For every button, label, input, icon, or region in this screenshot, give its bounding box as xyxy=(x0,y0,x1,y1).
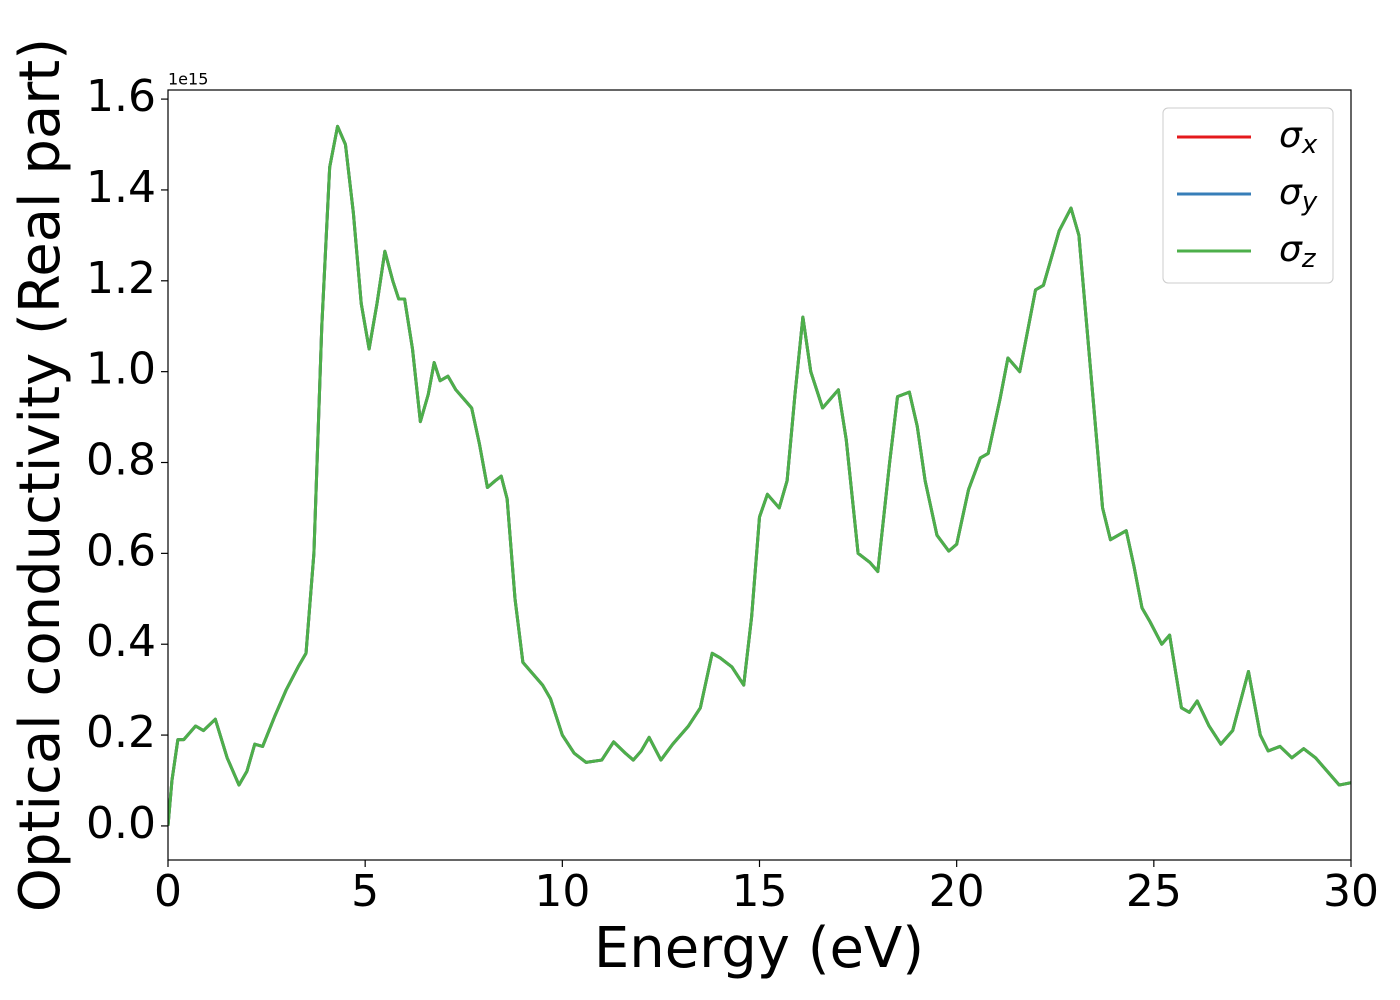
x-tick-label: 20 xyxy=(929,866,985,917)
plot-frame xyxy=(167,89,1352,861)
y-tick-label: 1.6 xyxy=(86,71,156,122)
x-tick-label: 5 xyxy=(351,866,379,917)
y-tick-label: 0.8 xyxy=(86,435,156,486)
x-axis-label: Energy (eV) xyxy=(594,916,924,981)
y-tick-label: 1.4 xyxy=(86,162,156,213)
legend-label: σx xyxy=(1279,115,1318,160)
legend-label: σy xyxy=(1279,172,1318,217)
y-tick-label: 1.2 xyxy=(86,253,156,304)
y-tick-label: 0.6 xyxy=(86,525,156,576)
x-tick-label: 15 xyxy=(732,866,788,917)
legend-label: σz xyxy=(1279,229,1317,274)
y-axis-label: Optical conductivity (Real part) xyxy=(8,38,73,912)
x-tick-label: 30 xyxy=(1323,866,1379,917)
series-line xyxy=(168,124,1351,827)
y-offset-label: 1e15 xyxy=(168,70,208,89)
x-tick-label: 10 xyxy=(534,866,590,917)
y-tick-label: 0.2 xyxy=(86,707,156,758)
y-tick-label: 1.0 xyxy=(86,344,156,395)
x-tick-label: 25 xyxy=(1126,866,1182,917)
x-tick-label: 0 xyxy=(154,866,182,917)
y-tick-label: 0.0 xyxy=(86,798,156,849)
y-tick-label: 0.4 xyxy=(86,616,156,667)
